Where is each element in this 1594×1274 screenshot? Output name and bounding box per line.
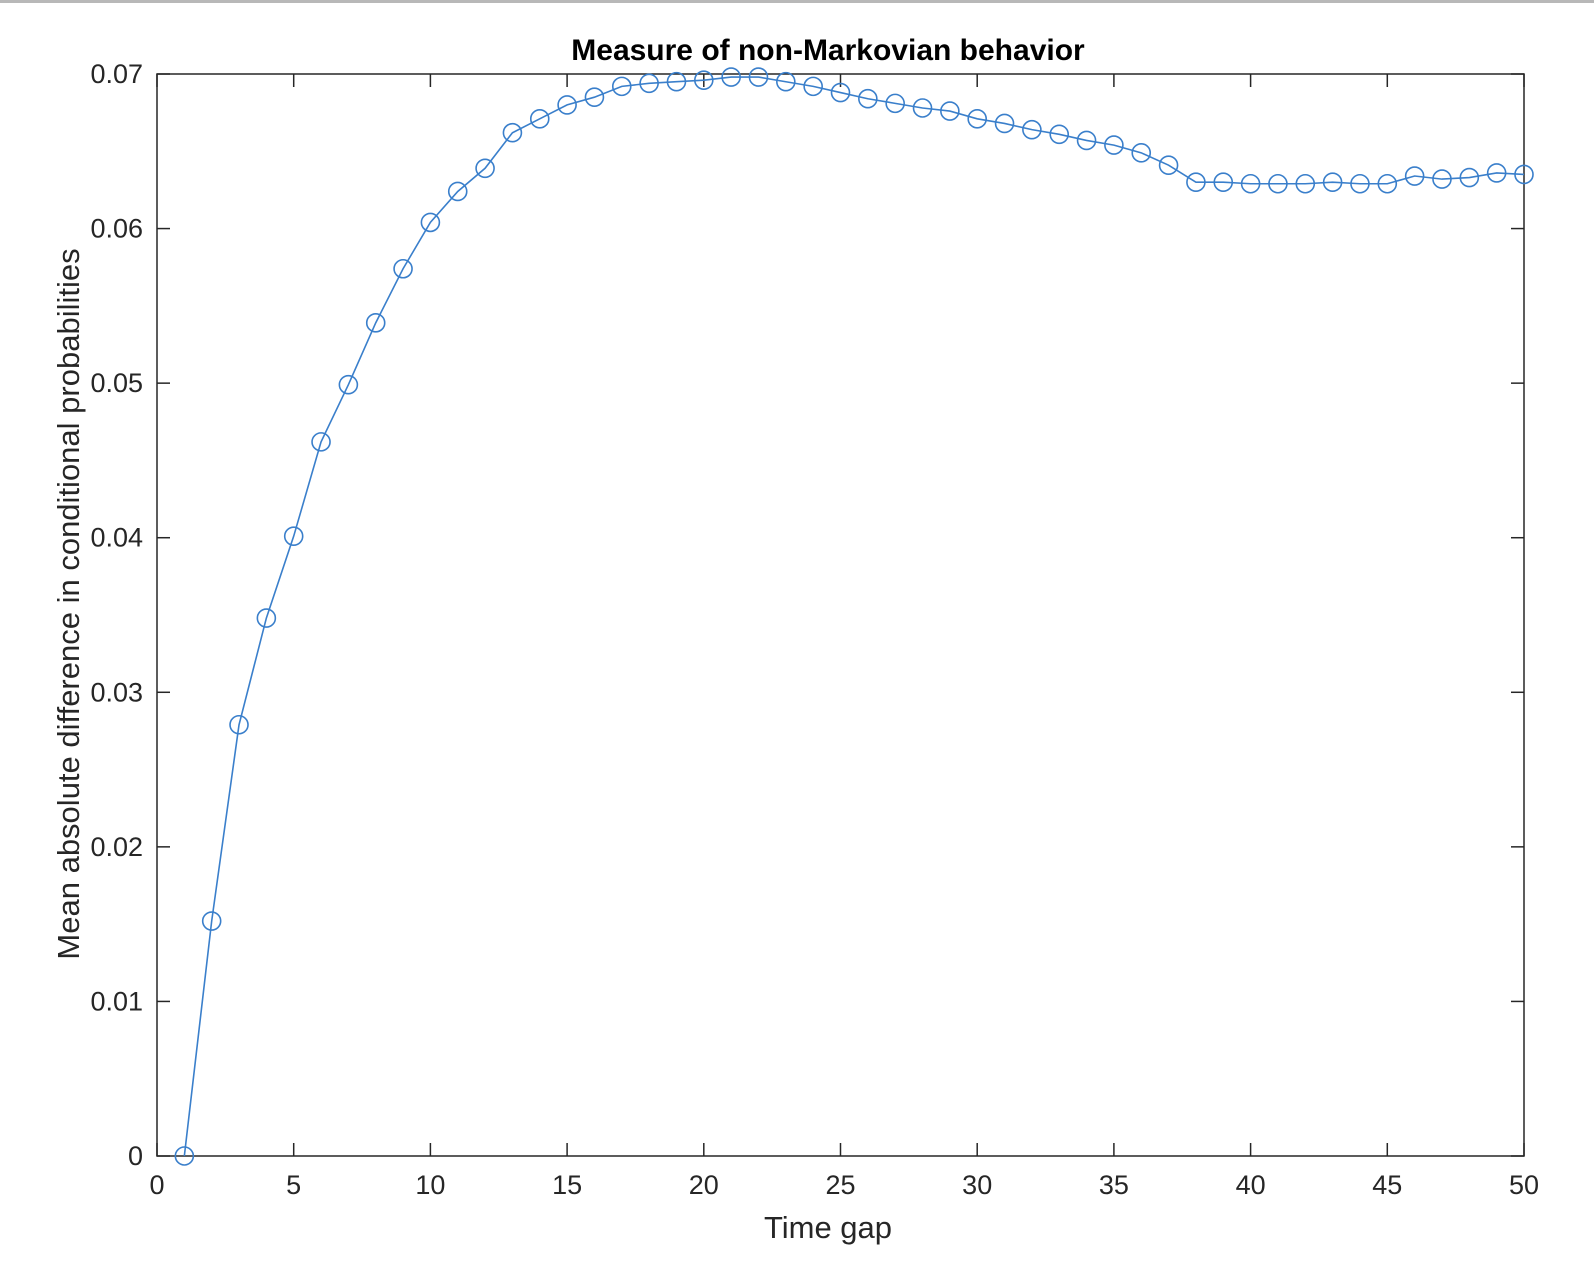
y-tick-label: 0.05 xyxy=(90,368,143,398)
x-axis-label: Time gap xyxy=(764,1210,892,1245)
data-point xyxy=(393,258,413,279)
data-point xyxy=(311,432,331,452)
data-point xyxy=(940,101,960,121)
data-point xyxy=(693,70,714,90)
data-point xyxy=(1104,135,1124,155)
data-point xyxy=(1022,119,1042,140)
data-point xyxy=(967,109,988,129)
y-axis-label: Mean absolute difference in conditional … xyxy=(51,248,86,959)
data-point xyxy=(639,73,659,94)
x-tick-label: 5 xyxy=(286,1170,301,1200)
data-point xyxy=(1350,173,1370,194)
axes-frame xyxy=(156,73,1525,1157)
data-point xyxy=(776,71,796,92)
x-tick-label: 45 xyxy=(1372,1170,1402,1200)
data-point xyxy=(256,608,277,628)
top-border xyxy=(0,0,1594,3)
x-tick-label: 30 xyxy=(962,1170,992,1200)
data-point xyxy=(1486,163,1507,183)
data-point xyxy=(611,76,632,97)
x-tick-label: 50 xyxy=(1509,1170,1539,1200)
data-point xyxy=(1076,130,1097,151)
y-tick-label: 0.07 xyxy=(90,59,143,89)
chart-title: Measure of non-Markovian behavior xyxy=(571,34,1085,67)
data-point xyxy=(1514,164,1534,185)
data-point xyxy=(1295,173,1316,194)
data-point xyxy=(858,88,878,109)
data-point xyxy=(1158,155,1179,175)
series-line xyxy=(183,76,1525,1157)
data-point xyxy=(1240,173,1261,194)
x-tick-label: 25 xyxy=(825,1170,855,1200)
data-point xyxy=(283,526,304,546)
x-tick-label: 35 xyxy=(1099,1170,1129,1200)
data-point xyxy=(748,67,769,87)
data-point xyxy=(1131,143,1152,163)
data-point xyxy=(803,76,823,97)
data-point xyxy=(1268,173,1288,194)
data-point xyxy=(721,67,741,87)
data-point xyxy=(338,374,359,395)
x-tick-label: 15 xyxy=(552,1170,582,1200)
data-point xyxy=(885,93,905,114)
data-point xyxy=(420,212,441,233)
data-point xyxy=(1404,166,1425,186)
x-tick-label: 0 xyxy=(149,1170,164,1200)
data-point xyxy=(201,911,222,931)
x-tick-label: 10 xyxy=(415,1170,445,1200)
data-point xyxy=(174,1146,195,1166)
data-point xyxy=(666,71,687,92)
data-point xyxy=(557,95,577,115)
y-tick-label: 0.02 xyxy=(90,832,143,862)
axis-ticks: 0 5 10 15 20 25 30 35 40 45 50 0 0.01 0.02 0.03 0.04 0.0… xyxy=(90,59,1539,1200)
y-tick-label: 0 xyxy=(128,1141,143,1171)
data-point xyxy=(912,98,933,118)
series-layer xyxy=(174,67,1534,1166)
data-point xyxy=(502,122,523,143)
x-tick-label: 20 xyxy=(689,1170,719,1200)
data-point xyxy=(584,87,605,107)
data-point xyxy=(1432,169,1452,189)
data-point xyxy=(1322,172,1343,192)
data-point xyxy=(229,714,249,735)
data-point xyxy=(1186,172,1206,192)
y-tick-label: 0.06 xyxy=(90,214,143,244)
data-point xyxy=(1213,172,1234,192)
data-point xyxy=(994,113,1015,134)
data-point xyxy=(475,158,495,179)
data-point xyxy=(1377,173,1398,194)
plot-box xyxy=(156,73,1525,1157)
data-point xyxy=(830,82,851,103)
data-point xyxy=(1049,124,1070,145)
x-tick-label: 40 xyxy=(1236,1170,1266,1200)
data-point xyxy=(529,109,550,129)
y-tick-label: 0.01 xyxy=(90,986,143,1016)
y-tick-label: 0.04 xyxy=(90,523,143,553)
data-point xyxy=(1459,167,1480,188)
data-point xyxy=(365,313,386,333)
y-tick-label: 0.03 xyxy=(90,677,143,707)
data-point xyxy=(447,181,468,202)
